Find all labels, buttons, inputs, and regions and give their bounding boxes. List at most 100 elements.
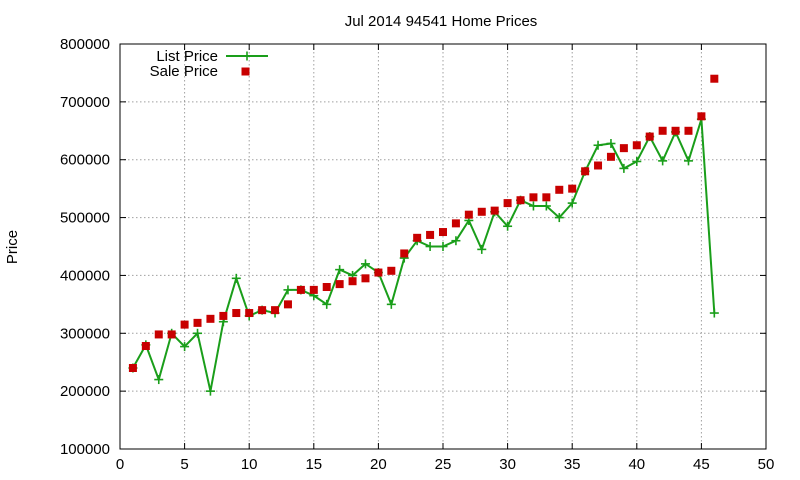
sale-price-point bbox=[645, 132, 654, 141]
list-price-point bbox=[438, 242, 448, 251]
x-tick-label: 5 bbox=[180, 456, 188, 473]
list-price-point bbox=[619, 163, 629, 173]
y-tick-label: 600000 bbox=[60, 152, 110, 169]
legend-marker-sale-price bbox=[241, 67, 250, 76]
list-price-point bbox=[503, 221, 513, 231]
x-tick-label: 0 bbox=[116, 456, 124, 473]
sale-price-point bbox=[400, 249, 409, 258]
sale-price-point bbox=[258, 306, 267, 315]
sale-price-point bbox=[451, 219, 460, 228]
y-tick-label: 400000 bbox=[60, 267, 110, 284]
sale-price-point bbox=[606, 152, 615, 161]
x-tick-label: 30 bbox=[499, 456, 516, 473]
x-tick-label: 35 bbox=[564, 456, 581, 473]
legend-label-list-price: List Price bbox=[156, 48, 218, 65]
series-list-price bbox=[128, 114, 719, 396]
list-price-point bbox=[193, 328, 203, 338]
list-price-point bbox=[709, 308, 719, 318]
sale-price-point bbox=[361, 274, 370, 283]
y-tick-label: 800000 bbox=[60, 36, 110, 53]
sale-price-point bbox=[516, 196, 525, 205]
list-price-point bbox=[360, 259, 370, 269]
series-layer bbox=[128, 74, 719, 396]
sale-price-point bbox=[322, 283, 331, 291]
sale-price-point bbox=[141, 342, 150, 351]
list-price-point bbox=[154, 375, 164, 385]
y-tick-label: 100000 bbox=[60, 441, 110, 458]
list-price-point bbox=[322, 299, 332, 309]
sale-price-point bbox=[283, 300, 292, 309]
sale-price-point bbox=[555, 185, 564, 194]
sale-price-point bbox=[697, 112, 706, 121]
list-price-point bbox=[477, 244, 487, 254]
sale-price-point bbox=[374, 268, 383, 277]
x-tick-label: 25 bbox=[435, 456, 452, 473]
sale-price-point bbox=[542, 193, 551, 202]
sale-price-point bbox=[594, 161, 603, 170]
list-price-point bbox=[593, 140, 603, 150]
sale-price-point bbox=[413, 233, 422, 242]
list-price-point bbox=[683, 156, 693, 166]
sale-price-point bbox=[180, 320, 189, 329]
sale-price-point bbox=[232, 309, 241, 318]
legend-marker-list-price bbox=[242, 51, 252, 61]
chart-title: Jul 2014 94541 Home Prices bbox=[345, 13, 538, 30]
list-price-point bbox=[205, 386, 215, 396]
sale-price-point bbox=[529, 193, 538, 202]
sale-price-point bbox=[568, 184, 577, 193]
list-price-point bbox=[425, 242, 435, 251]
x-tick-label: 20 bbox=[370, 456, 387, 473]
sale-price-point bbox=[671, 126, 680, 135]
sale-price-point bbox=[128, 364, 137, 372]
sale-price-point bbox=[619, 144, 628, 153]
list-price-point bbox=[335, 265, 345, 275]
sale-price-point bbox=[684, 126, 693, 135]
sale-price-point bbox=[335, 280, 344, 289]
list-price-point bbox=[283, 285, 293, 295]
sale-price-point bbox=[154, 330, 163, 339]
sale-price-point bbox=[490, 206, 499, 215]
y-axis-label: Price bbox=[4, 230, 21, 264]
list-price-point bbox=[632, 156, 642, 166]
list-price-point bbox=[567, 198, 577, 208]
sale-price-point bbox=[503, 199, 512, 208]
y-tick-label: 200000 bbox=[60, 383, 110, 400]
sale-price-point bbox=[206, 314, 215, 323]
sale-price-point bbox=[426, 230, 435, 239]
legend-label-sale-price: Sale Price bbox=[150, 63, 218, 80]
sale-price-point bbox=[167, 330, 176, 339]
x-tick-label: 40 bbox=[628, 456, 645, 473]
y-tick-label: 500000 bbox=[60, 210, 110, 227]
sale-price-point bbox=[658, 126, 667, 135]
y-tick-label: 700000 bbox=[60, 94, 110, 111]
sale-price-point bbox=[348, 277, 357, 286]
axis-ticks: 0 5 10 15 20 25 30 35 40 45 50 100000 200000 300000 40… bbox=[60, 36, 774, 473]
sale-price-point bbox=[219, 311, 228, 320]
list-price-point bbox=[606, 139, 616, 149]
sale-price-point bbox=[245, 309, 254, 318]
sale-price-point bbox=[387, 266, 396, 275]
list-price-point bbox=[658, 156, 668, 166]
sale-price-point bbox=[710, 74, 719, 83]
list-price-point bbox=[528, 201, 538, 211]
list-price-point bbox=[541, 201, 551, 211]
sale-price-point bbox=[296, 285, 305, 294]
series-sale-price bbox=[128, 74, 719, 372]
sale-price-point bbox=[309, 285, 318, 294]
legend: List Price Sale Price bbox=[150, 48, 268, 80]
sale-price-point bbox=[632, 141, 641, 150]
grid-lines bbox=[120, 44, 766, 449]
list-price-point bbox=[386, 299, 396, 309]
x-tick-label: 50 bbox=[758, 456, 775, 473]
list-price-point bbox=[180, 342, 190, 352]
sale-price-point bbox=[193, 318, 202, 327]
sale-price-point bbox=[271, 306, 280, 315]
list-price-point bbox=[554, 213, 564, 223]
list-price-point bbox=[231, 273, 241, 283]
sale-price-point bbox=[477, 207, 486, 216]
legend-plus bbox=[242, 51, 252, 61]
sale-price-point bbox=[464, 210, 473, 219]
y-tick-label: 300000 bbox=[60, 325, 110, 342]
sale-price-point bbox=[581, 167, 590, 176]
